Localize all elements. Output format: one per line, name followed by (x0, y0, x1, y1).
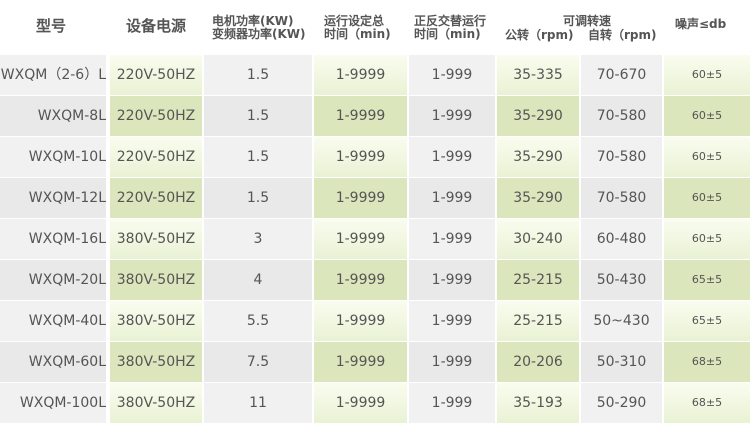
cell-rev: 35-290 (497, 96, 579, 136)
header-alternate-unit: 时间（min) (414, 27, 481, 41)
cell-model: WXQM-8L (0, 96, 106, 136)
cell-rot: 50-430 (581, 260, 662, 300)
cell-power: 220V-50HZ (110, 178, 202, 218)
header-alternate: 正反交替运行 (414, 14, 487, 28)
cell-motor: 1.5 (204, 55, 312, 95)
cell-rev: 35-193 (497, 383, 579, 423)
cell-motor: 3 (204, 219, 312, 259)
cell-model: WXQM-12L (0, 178, 106, 218)
cell-rot: 50-290 (581, 383, 662, 423)
cell-alt: 1-999 (409, 342, 495, 382)
header-run-time-unit: 时间（min) (324, 27, 391, 41)
cell-run: 1-9999 (314, 55, 407, 95)
cell-rev: 35-290 (497, 178, 579, 218)
cell-model: WXQM-60L (0, 342, 106, 382)
cell-noise: 60±5 (664, 219, 750, 259)
cell-power: 380V-50HZ (110, 219, 202, 259)
cell-rev: 35-290 (497, 137, 579, 177)
table-body: WXQM（2-6）L 220V-50HZ 1.5 1-9999 1-999 35-335 7… (0, 55, 750, 424)
cell-noise: 60±5 (664, 137, 750, 177)
cell-rot: 60-480 (581, 219, 662, 259)
cell-noise: 65±5 (664, 260, 750, 300)
cell-rev: 35-335 (497, 55, 579, 95)
cell-alt: 1-999 (409, 96, 495, 136)
table-row: WXQM-12L 220V-50HZ 1.5 1-9999 1-999 35-290 70-… (0, 178, 750, 219)
table-row: WXQM-100L 380V-50HZ 11 1-9999 1-999 35-193 50-… (0, 383, 750, 424)
cell-motor: 4 (204, 260, 312, 300)
cell-model: WXQM-16L (0, 219, 106, 259)
cell-alt: 1-999 (409, 178, 495, 218)
table-row: WXQM-16L 380V-50HZ 3 1-9999 1-999 30-240 60-48… (0, 219, 750, 260)
cell-rot: 50-310 (581, 342, 662, 382)
cell-model: WXQM-10L (0, 137, 106, 177)
table-header: 型号 设备电源 电机功率(KW) 变频器功率(KW) 运行设定总 时间（min)… (0, 0, 750, 55)
header-model: 型号 (36, 17, 67, 35)
table-row: WXQM-10L 220V-50HZ 1.5 1-9999 1-999 35-290 70-… (0, 137, 750, 178)
header-noise: 噪声≤db (675, 17, 727, 31)
cell-power: 220V-50HZ (110, 55, 202, 95)
cell-rev: 20-206 (497, 342, 579, 382)
cell-motor: 1.5 (204, 96, 312, 136)
cell-run: 1-9999 (314, 342, 407, 382)
cell-model: WXQM-40L (0, 301, 106, 341)
cell-noise: 65±5 (664, 301, 750, 341)
cell-run: 1-9999 (314, 137, 407, 177)
header-speed: 可调转速 (563, 14, 612, 28)
table-row: WXQM（2-6）L 220V-50HZ 1.5 1-9999 1-999 35-335 7… (0, 55, 750, 96)
cell-power: 380V-50HZ (110, 383, 202, 423)
cell-rev: 25-215 (497, 260, 579, 300)
cell-noise: 60±5 (664, 55, 750, 95)
cell-alt: 1-999 (409, 301, 495, 341)
cell-run: 1-9999 (314, 383, 407, 423)
cell-rot: 70-580 (581, 96, 662, 136)
cell-alt: 1-999 (409, 383, 495, 423)
cell-alt: 1-999 (409, 137, 495, 177)
table-row: WXQM-40L 380V-50HZ 5.5 1-9999 1-999 25-215 50~… (0, 301, 750, 342)
cell-model: WXQM-100L (0, 383, 106, 423)
cell-model: WXQM（2-6）L (0, 55, 106, 95)
header-run-time: 运行设定总 (324, 14, 385, 28)
header-revolution: 公转（rpm) (505, 28, 574, 42)
table-row: WXQM-8L 220V-50HZ 1.5 1-9999 1-999 35-290 70-5… (0, 96, 750, 137)
cell-motor: 7.5 (204, 342, 312, 382)
cell-power: 380V-50HZ (110, 301, 202, 341)
cell-motor: 5.5 (204, 301, 312, 341)
cell-rot: 50~430 (581, 301, 662, 341)
cell-rev: 30-240 (497, 219, 579, 259)
cell-rot: 70-580 (581, 137, 662, 177)
cell-power: 220V-50HZ (110, 137, 202, 177)
header-motor-power: 电机功率(KW) (212, 14, 294, 28)
cell-noise: 60±5 (664, 96, 750, 136)
header-inverter-power: 变频器功率(KW) (212, 27, 306, 41)
cell-rot: 70-580 (581, 178, 662, 218)
cell-alt: 1-999 (409, 260, 495, 300)
cell-model: WXQM-20L (0, 260, 106, 300)
table-row: WXQM-60L 380V-50HZ 7.5 1-9999 1-999 20-206 50-… (0, 342, 750, 383)
cell-run: 1-9999 (314, 260, 407, 300)
cell-alt: 1-999 (409, 55, 495, 95)
cell-noise: 68±5 (664, 383, 750, 423)
cell-rev: 25-215 (497, 301, 579, 341)
cell-motor: 11 (204, 383, 312, 423)
cell-power: 380V-50HZ (110, 260, 202, 300)
cell-rot: 70-670 (581, 55, 662, 95)
header-power: 设备电源 (126, 17, 187, 35)
cell-noise: 68±5 (664, 342, 750, 382)
cell-motor: 1.5 (204, 178, 312, 218)
cell-run: 1-9999 (314, 219, 407, 259)
header-rotation: 自转（rpm) (588, 28, 657, 42)
cell-power: 380V-50HZ (110, 342, 202, 382)
cell-alt: 1-999 (409, 219, 495, 259)
table-row: WXQM-20L 380V-50HZ 4 1-9999 1-999 25-215 50-43… (0, 260, 750, 301)
cell-motor: 1.5 (204, 137, 312, 177)
cell-power: 220V-50HZ (110, 96, 202, 136)
cell-run: 1-9999 (314, 301, 407, 341)
cell-run: 1-9999 (314, 178, 407, 218)
cell-noise: 60±5 (664, 178, 750, 218)
cell-run: 1-9999 (314, 96, 407, 136)
